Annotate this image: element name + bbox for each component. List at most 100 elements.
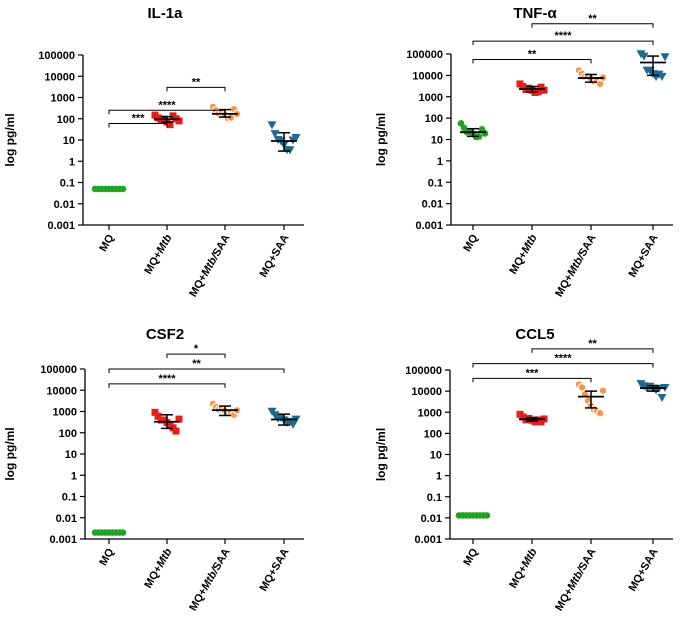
panel-tnf-: TNF-α log pg/ml 0.001 0.01 0.1 1 10 100 1000 1000… [374, 5, 673, 299]
label-part: MQ+SAA [627, 546, 661, 593]
data-point [151, 408, 159, 416]
data-point [598, 386, 608, 396]
y-axis-label: log pg/ml [374, 113, 388, 166]
label-part: MQ+SAA [258, 546, 292, 593]
data-point [291, 133, 301, 142]
label-part: Mtb [154, 546, 174, 569]
y-tick-label: 0.01 [422, 199, 443, 211]
x-tick-label: MQ+SAA [627, 232, 661, 279]
label-part: MQ [97, 546, 116, 568]
x-tick-label: MQ [97, 232, 116, 254]
significance-bracket [166, 86, 226, 92]
significance-bracket [531, 348, 654, 353]
data-point [639, 52, 649, 61]
label-part: Mtb [519, 232, 539, 255]
x-tick-label: MQ+Mtb [142, 546, 174, 590]
y-tick-label: 10 [431, 135, 443, 147]
y-tick-label: 1 [436, 471, 442, 483]
chart-title: IL-1a [147, 5, 183, 22]
significance-bracket [472, 59, 592, 64]
y-tick-label: 1000 [419, 92, 443, 104]
data-point [657, 72, 667, 81]
data-point [481, 130, 489, 137]
label-part: SAA [211, 546, 233, 572]
label-part: Mtb [154, 232, 174, 255]
y-tick-label: 1 [437, 156, 443, 168]
significance-label: * [194, 343, 199, 355]
label-part: MQ [461, 232, 480, 254]
y-tick-label: 10 [65, 449, 77, 461]
y-tick-label: 1000 [53, 407, 77, 419]
label-part: SAA [577, 232, 599, 258]
y-tick-label: 100 [425, 113, 443, 125]
significance-bracket [108, 109, 226, 115]
data-point [175, 415, 183, 423]
chart-title: CSF2 [146, 326, 184, 343]
x-tick-label: MQ [461, 546, 480, 568]
data-point [595, 408, 605, 418]
y-tick-label: 0.01 [56, 513, 77, 525]
data-point [172, 427, 180, 435]
significance-label: *** [526, 367, 540, 379]
x-tick-label: MQ+SAA [258, 546, 292, 593]
label-part: MQ [97, 232, 116, 254]
y-tick-label: 0.1 [60, 178, 75, 190]
data-point [119, 185, 127, 193]
y-tick-label: 1 [71, 470, 77, 482]
data-point [660, 53, 670, 62]
y-tick-label: 0.1 [427, 492, 442, 504]
y-tick-label: 0.1 [62, 492, 77, 504]
x-tick-label: MQ+Mtb/SAA [187, 232, 232, 299]
label-part: Mtb [519, 546, 539, 569]
y-tick-label: 10 [63, 135, 75, 147]
x-tick-label: MQ+SAA [258, 232, 292, 279]
label-part: MQ [461, 546, 480, 568]
x-tick-label: MQ+Mtb/SAA [187, 546, 232, 613]
significance-label: **** [158, 373, 176, 385]
label-part: MQ+SAA [627, 232, 661, 279]
y-tick-label: 0.001 [415, 220, 443, 232]
y-tick-label: 1000 [51, 93, 75, 105]
y-tick-label: 1 [69, 156, 75, 168]
data-point [288, 420, 298, 429]
significance-label: **** [554, 353, 572, 365]
significance-bracket [472, 363, 654, 368]
y-tick-label: 100000 [406, 49, 443, 61]
chart-title: CCL5 [515, 326, 554, 343]
x-tick-label: MQ+SAA [627, 546, 661, 593]
significance-label: **** [554, 30, 572, 42]
y-tick-label: 0.001 [49, 534, 77, 546]
y-tick-label: 0.1 [428, 177, 443, 189]
x-tick-label: MQ+Mtb [507, 232, 539, 276]
significance-label: ** [528, 49, 537, 61]
data-point [270, 130, 280, 139]
significance-bracket [108, 368, 285, 373]
significance-label: ** [192, 76, 201, 88]
significance-bracket [472, 377, 592, 383]
y-tick-label: 10000 [44, 71, 75, 83]
data-point [540, 86, 548, 94]
significance-label: ** [588, 13, 597, 25]
panel-ccl5: CCL5 log pg/ml 0.001 0.01 0.1 1 10 100 1000 10000… [374, 326, 673, 613]
label-part: SAA [211, 232, 233, 258]
x-tick-label: MQ [97, 546, 116, 568]
y-tick-label: 10 [430, 450, 442, 462]
x-tick-label: MQ+Mtb [142, 232, 174, 276]
y-tick-label: 10000 [411, 386, 442, 398]
data-point [657, 393, 667, 402]
y-tick-label: 1000 [418, 407, 442, 419]
data-point [175, 117, 183, 125]
data-point [483, 512, 491, 519]
data-point [166, 121, 174, 129]
panel-csf2: CSF2 log pg/ml 0.001 0.01 0.1 1 10 100 1000 10000… [3, 326, 304, 613]
y-tick-label: 100 [57, 114, 75, 126]
y-tick-label: 100000 [38, 50, 75, 62]
data-point [154, 412, 162, 420]
y-axis-label: log pg/ml [3, 427, 17, 480]
y-tick-label: 100000 [40, 364, 77, 376]
significance-bracket [531, 23, 654, 28]
significance-bracket [472, 40, 654, 46]
y-tick-label: 0.01 [421, 513, 442, 525]
y-tick-label: 0.001 [47, 220, 75, 232]
